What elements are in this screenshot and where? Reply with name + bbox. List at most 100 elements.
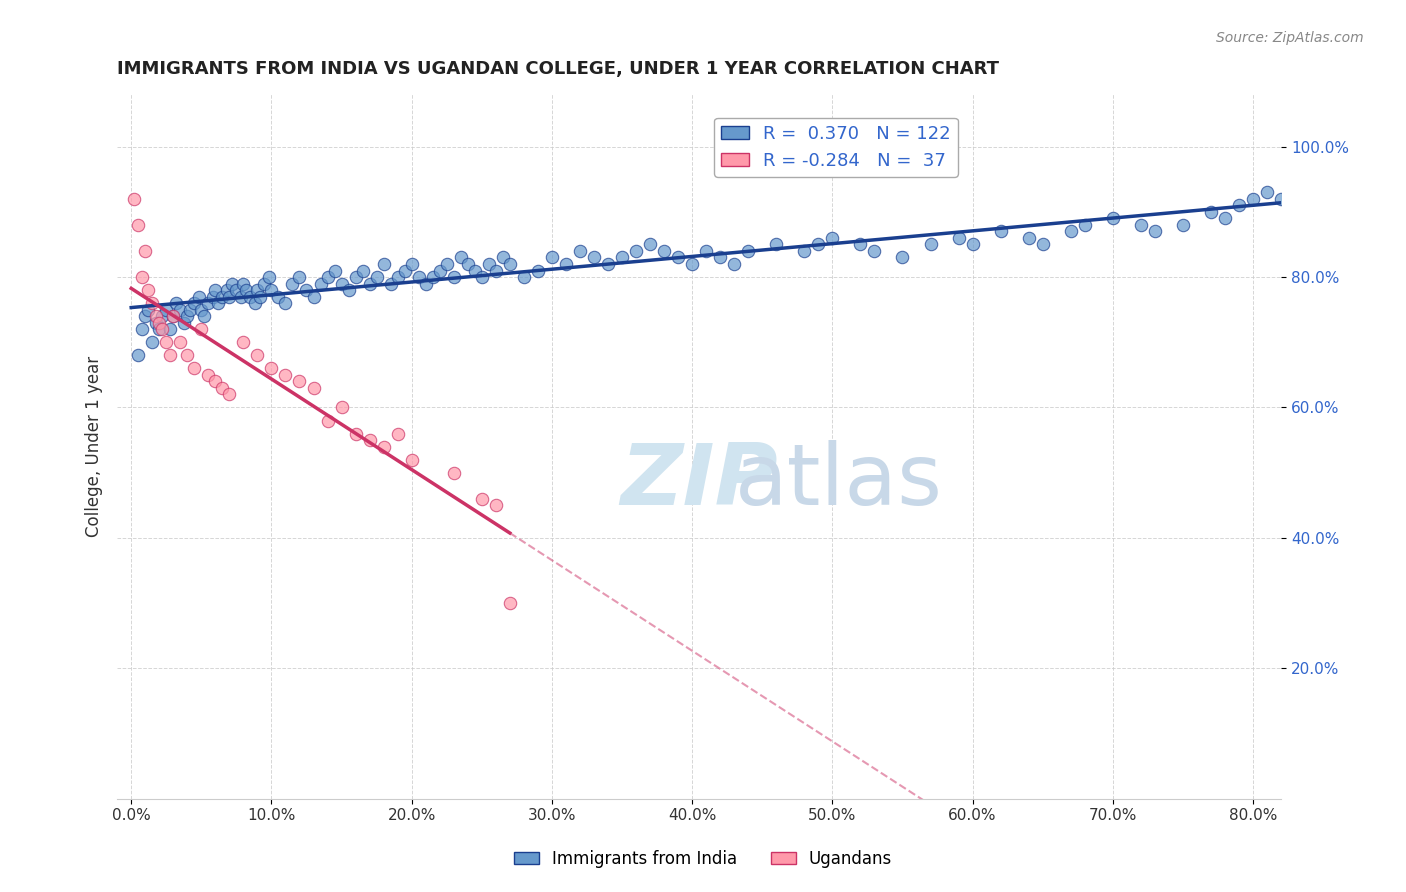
Point	[624, 244, 647, 258]
Point	[1382, 178, 1405, 193]
Point	[464, 263, 486, 277]
Point	[652, 244, 675, 258]
Point	[155, 302, 177, 317]
Point	[169, 302, 191, 317]
Point	[260, 283, 283, 297]
Point	[281, 277, 304, 291]
Point	[443, 466, 465, 480]
Point	[863, 244, 886, 258]
Point	[243, 296, 266, 310]
Point	[387, 426, 409, 441]
Point	[807, 237, 830, 252]
Point	[366, 270, 388, 285]
Point	[821, 231, 844, 245]
Point	[380, 277, 402, 291]
Point	[485, 263, 508, 277]
Point	[1368, 186, 1391, 200]
Point	[288, 270, 311, 285]
Text: atlas: atlas	[735, 441, 943, 524]
Point	[344, 270, 367, 285]
Point	[1270, 192, 1292, 206]
Point	[204, 283, 226, 297]
Text: ZIP: ZIP	[620, 441, 778, 524]
Point	[309, 277, 332, 291]
Point	[401, 452, 423, 467]
Point	[337, 283, 360, 297]
Point	[134, 309, 156, 323]
Point	[1227, 198, 1250, 212]
Point	[179, 302, 201, 317]
Point	[193, 309, 215, 323]
Point	[443, 270, 465, 285]
Point	[352, 263, 374, 277]
Text: Source: ZipAtlas.com: Source: ZipAtlas.com	[1216, 31, 1364, 45]
Point	[1143, 224, 1166, 238]
Point	[221, 277, 243, 291]
Point	[401, 257, 423, 271]
Point	[145, 309, 167, 323]
Point	[373, 257, 395, 271]
Point	[1032, 237, 1054, 252]
Point	[596, 257, 619, 271]
Point	[288, 375, 311, 389]
Point	[274, 368, 297, 382]
Point	[1298, 204, 1320, 219]
Y-axis label: College, Under 1 year: College, Under 1 year	[86, 356, 103, 537]
Point	[610, 251, 633, 265]
Point	[218, 290, 240, 304]
Point	[962, 237, 984, 252]
Point	[373, 440, 395, 454]
Point	[415, 277, 437, 291]
Point	[127, 348, 149, 362]
Point	[204, 375, 226, 389]
Point	[176, 309, 198, 323]
Point	[207, 296, 229, 310]
Point	[1101, 211, 1123, 226]
Point	[582, 251, 605, 265]
Point	[330, 401, 353, 415]
Point	[159, 348, 181, 362]
Point	[150, 309, 173, 323]
Point	[429, 263, 451, 277]
Point	[316, 413, 339, 427]
Point	[183, 296, 205, 310]
Point	[471, 270, 494, 285]
Point	[1199, 204, 1222, 219]
Point	[232, 335, 254, 350]
Point	[330, 277, 353, 291]
Point	[136, 283, 159, 297]
Point	[990, 224, 1012, 238]
Point	[155, 335, 177, 350]
Point	[267, 290, 290, 304]
Point	[638, 237, 661, 252]
Point	[527, 263, 550, 277]
Point	[141, 296, 163, 310]
Point	[316, 270, 339, 285]
Point	[1312, 192, 1334, 206]
Point	[190, 302, 212, 317]
Point	[173, 316, 195, 330]
Point	[1284, 198, 1306, 212]
Point	[666, 251, 689, 265]
Point	[302, 381, 325, 395]
Point	[232, 277, 254, 291]
Point	[793, 244, 815, 258]
Point	[159, 322, 181, 336]
Point	[253, 277, 276, 291]
Point	[1241, 192, 1264, 206]
Point	[211, 381, 233, 395]
Point	[541, 251, 564, 265]
Point	[131, 270, 153, 285]
Point	[695, 244, 717, 258]
Point	[190, 322, 212, 336]
Point	[249, 290, 271, 304]
Point	[141, 335, 163, 350]
Point	[492, 251, 515, 265]
Point	[471, 491, 494, 506]
Point	[1018, 231, 1040, 245]
Point	[145, 316, 167, 330]
Point	[211, 290, 233, 304]
Point	[260, 361, 283, 376]
Text: IMMIGRANTS FROM INDIA VS UGANDAN COLLEGE, UNDER 1 YEAR CORRELATION CHART: IMMIGRANTS FROM INDIA VS UGANDAN COLLEGE…	[117, 60, 1000, 78]
Point	[136, 302, 159, 317]
